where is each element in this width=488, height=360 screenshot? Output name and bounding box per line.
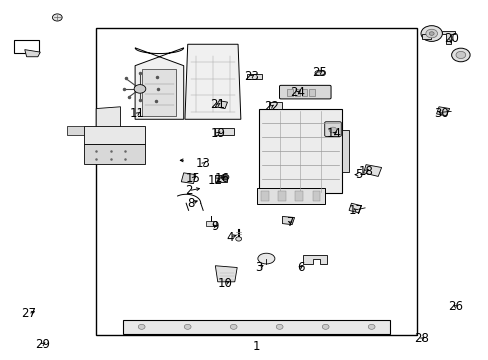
Polygon shape (261, 191, 268, 201)
Polygon shape (278, 191, 285, 201)
Polygon shape (215, 101, 227, 109)
Text: 20: 20 (443, 32, 458, 45)
Circle shape (235, 237, 241, 241)
Text: 21: 21 (210, 99, 225, 112)
Text: 11: 11 (130, 107, 145, 120)
Polygon shape (363, 165, 381, 176)
Polygon shape (25, 50, 40, 57)
Circle shape (322, 324, 328, 329)
Bar (308, 89, 314, 96)
FancyBboxPatch shape (279, 85, 330, 99)
Polygon shape (142, 69, 176, 116)
Polygon shape (215, 175, 227, 182)
Polygon shape (341, 130, 348, 172)
Bar (215, 128, 233, 135)
Circle shape (230, 324, 237, 329)
Text: 13: 13 (195, 157, 210, 170)
Text: 3: 3 (255, 261, 262, 274)
Circle shape (420, 26, 442, 41)
Bar (287, 89, 292, 96)
Text: 5: 5 (354, 168, 362, 181)
Polygon shape (67, 126, 84, 135)
Bar (294, 89, 299, 96)
Text: 27: 27 (20, 307, 36, 320)
Circle shape (52, 14, 62, 21)
Text: 22: 22 (263, 100, 278, 113)
Text: 15: 15 (185, 172, 201, 185)
Text: 8: 8 (187, 197, 194, 210)
Polygon shape (348, 203, 361, 213)
Bar (421, 33, 430, 39)
Polygon shape (259, 109, 341, 193)
Polygon shape (135, 48, 183, 119)
Bar (301, 89, 306, 96)
Text: 7: 7 (286, 216, 294, 229)
FancyBboxPatch shape (324, 122, 341, 136)
Polygon shape (122, 320, 389, 334)
Text: 30: 30 (433, 107, 448, 120)
Circle shape (425, 29, 437, 38)
Circle shape (455, 51, 465, 59)
Circle shape (367, 324, 374, 329)
Circle shape (134, 85, 145, 93)
Text: 18: 18 (358, 165, 373, 177)
Polygon shape (282, 216, 294, 225)
Polygon shape (181, 173, 196, 184)
Circle shape (328, 127, 336, 133)
Text: 17: 17 (348, 204, 363, 217)
Circle shape (138, 324, 145, 329)
Bar (246, 73, 262, 79)
Circle shape (276, 324, 283, 329)
Bar (14, 40, 39, 53)
Text: 14: 14 (326, 127, 341, 140)
Polygon shape (302, 255, 326, 264)
Text: 2: 2 (184, 184, 192, 197)
Polygon shape (256, 188, 324, 204)
Circle shape (184, 324, 191, 329)
Polygon shape (295, 191, 303, 201)
Polygon shape (184, 44, 241, 119)
Text: 24: 24 (290, 86, 305, 99)
Text: 1: 1 (252, 339, 260, 352)
Bar (268, 102, 282, 109)
Circle shape (428, 32, 433, 35)
Circle shape (221, 174, 228, 180)
Bar (96, 28, 416, 336)
Text: 19: 19 (210, 127, 225, 140)
Polygon shape (96, 107, 120, 130)
Polygon shape (215, 266, 237, 282)
Bar (205, 221, 216, 226)
Text: 23: 23 (244, 70, 259, 83)
Polygon shape (442, 31, 454, 44)
Text: 6: 6 (296, 261, 304, 274)
Ellipse shape (257, 253, 274, 264)
Polygon shape (84, 126, 144, 144)
Text: 29: 29 (35, 338, 50, 351)
Polygon shape (84, 144, 144, 164)
Text: 9: 9 (211, 220, 219, 233)
Text: 28: 28 (414, 333, 428, 346)
Text: 12: 12 (207, 174, 223, 186)
Text: 26: 26 (447, 300, 463, 313)
Ellipse shape (314, 70, 324, 75)
Circle shape (451, 48, 469, 62)
Polygon shape (312, 191, 320, 201)
Polygon shape (436, 107, 449, 116)
Text: 10: 10 (217, 277, 232, 290)
Text: 25: 25 (312, 66, 326, 79)
Text: 16: 16 (215, 172, 230, 185)
Text: 4: 4 (226, 231, 233, 244)
